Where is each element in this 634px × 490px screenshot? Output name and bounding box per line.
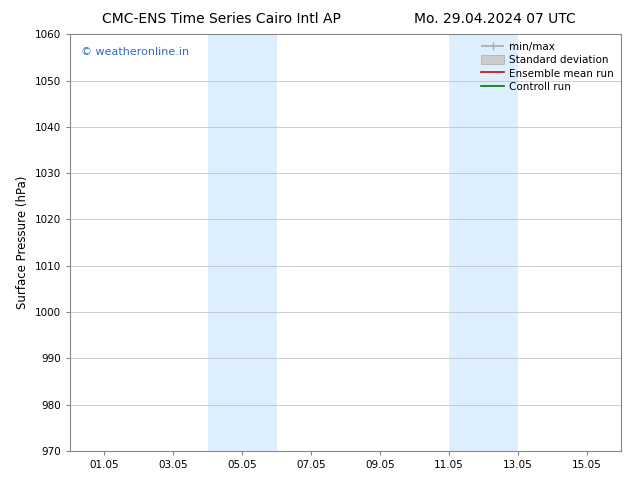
- Y-axis label: Surface Pressure (hPa): Surface Pressure (hPa): [16, 176, 29, 309]
- Legend: min/max, Standard deviation, Ensemble mean run, Controll run: min/max, Standard deviation, Ensemble me…: [477, 37, 618, 96]
- Bar: [207, 34, 276, 451]
- Text: CMC-ENS Time Series Cairo Intl AP: CMC-ENS Time Series Cairo Intl AP: [103, 12, 341, 26]
- Bar: [449, 34, 518, 451]
- Text: Mo. 29.04.2024 07 UTC: Mo. 29.04.2024 07 UTC: [413, 12, 576, 26]
- Text: © weatheronline.in: © weatheronline.in: [81, 47, 189, 57]
